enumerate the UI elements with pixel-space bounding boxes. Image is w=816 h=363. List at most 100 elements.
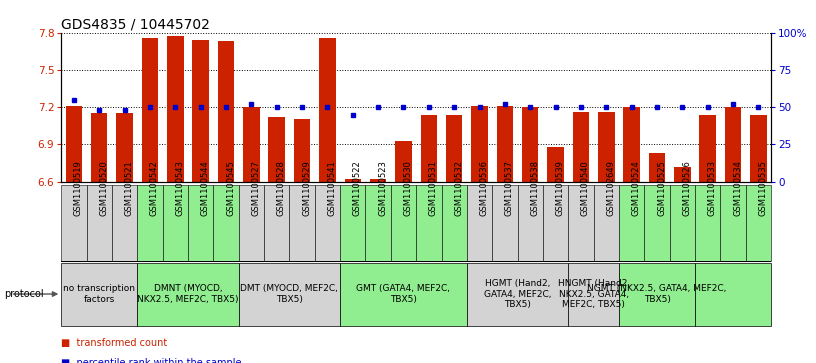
Text: GSM1102649: GSM1102649: [606, 160, 615, 216]
Text: GSM1100536: GSM1100536: [480, 160, 489, 216]
Bar: [649, 153, 665, 182]
Bar: [290, 185, 315, 261]
Bar: [472, 106, 488, 182]
Text: GSM1100523: GSM1100523: [378, 160, 387, 216]
Text: GSM1100545: GSM1100545: [226, 160, 235, 216]
Bar: [467, 263, 568, 326]
Bar: [61, 263, 137, 326]
Bar: [218, 41, 234, 182]
Text: GSM1100540: GSM1100540: [581, 160, 590, 216]
Bar: [340, 185, 366, 261]
Text: GDS4835 / 10445702: GDS4835 / 10445702: [61, 17, 210, 32]
Text: GSM1100541: GSM1100541: [327, 160, 336, 216]
Bar: [721, 185, 746, 261]
Bar: [492, 185, 517, 261]
Bar: [695, 185, 721, 261]
Bar: [315, 185, 340, 261]
Bar: [416, 185, 441, 261]
Bar: [243, 107, 259, 182]
Text: ■  percentile rank within the sample: ■ percentile rank within the sample: [61, 358, 242, 363]
Bar: [619, 263, 695, 326]
Bar: [517, 185, 543, 261]
Bar: [340, 263, 467, 326]
Text: HGMT (Hand2,
GATA4, MEF2C,
TBX5): HGMT (Hand2, GATA4, MEF2C, TBX5): [484, 279, 552, 309]
Bar: [193, 40, 209, 182]
Text: GSM1100524: GSM1100524: [632, 160, 641, 216]
Text: GSM1100543: GSM1100543: [175, 160, 184, 216]
Bar: [522, 107, 539, 182]
Bar: [238, 263, 340, 326]
Text: GMT (GATA4, MEF2C,
TBX5): GMT (GATA4, MEF2C, TBX5): [357, 284, 450, 304]
Text: GSM1100519: GSM1100519: [74, 160, 83, 216]
Bar: [370, 179, 386, 182]
Text: GSM1100529: GSM1100529: [302, 160, 311, 216]
Bar: [670, 185, 695, 261]
Text: GSM1100534: GSM1100534: [733, 160, 742, 216]
Bar: [674, 167, 690, 182]
Text: ■  transformed count: ■ transformed count: [61, 338, 167, 348]
Text: GSM1100521: GSM1100521: [125, 160, 134, 216]
Bar: [695, 263, 771, 326]
Bar: [645, 185, 670, 261]
Bar: [91, 113, 108, 182]
Bar: [86, 185, 112, 261]
Bar: [395, 140, 412, 182]
Text: GSM1100544: GSM1100544: [201, 160, 210, 216]
Bar: [167, 36, 184, 182]
Text: DMT (MYOCD, MEF2C,
TBX5): DMT (MYOCD, MEF2C, TBX5): [241, 284, 339, 304]
Text: protocol: protocol: [4, 289, 44, 299]
Bar: [568, 263, 619, 326]
Bar: [568, 185, 593, 261]
Bar: [750, 115, 767, 182]
Bar: [619, 185, 645, 261]
Text: GSM1100520: GSM1100520: [100, 160, 109, 216]
Bar: [497, 106, 513, 182]
Text: GSM1100526: GSM1100526: [682, 160, 691, 216]
Bar: [268, 117, 285, 182]
Text: GSM1100522: GSM1100522: [353, 160, 361, 216]
Text: GSM1100533: GSM1100533: [707, 160, 716, 216]
Bar: [344, 179, 361, 182]
Bar: [142, 38, 158, 182]
Bar: [319, 38, 335, 182]
Bar: [264, 185, 290, 261]
Bar: [137, 185, 162, 261]
Bar: [188, 185, 213, 261]
Bar: [238, 185, 264, 261]
Bar: [441, 185, 467, 261]
Bar: [725, 107, 741, 182]
Bar: [573, 112, 589, 182]
Text: GSM1100525: GSM1100525: [657, 160, 666, 216]
Bar: [65, 106, 82, 182]
Text: GSM1100527: GSM1100527: [251, 160, 260, 216]
Bar: [420, 115, 437, 182]
Text: GSM1100537: GSM1100537: [505, 160, 514, 216]
Bar: [391, 185, 416, 261]
Text: HNGMT (Hand2,
NKX2.5, GATA4,
MEF2C, TBX5): HNGMT (Hand2, NKX2.5, GATA4, MEF2C, TBX5…: [557, 279, 630, 309]
Text: no transcription
factors: no transcription factors: [63, 284, 135, 304]
Bar: [699, 115, 716, 182]
Text: GSM1100535: GSM1100535: [758, 160, 767, 216]
Bar: [112, 185, 137, 261]
Bar: [446, 115, 463, 182]
Text: GSM1100538: GSM1100538: [530, 160, 539, 216]
Text: GSM1100542: GSM1100542: [150, 160, 159, 216]
Text: GSM1100531: GSM1100531: [429, 160, 438, 216]
Bar: [117, 113, 133, 182]
Text: GSM1100528: GSM1100528: [277, 160, 286, 216]
Bar: [61, 185, 86, 261]
Bar: [366, 185, 391, 261]
Bar: [137, 263, 238, 326]
Bar: [623, 107, 640, 182]
Bar: [548, 147, 564, 182]
Bar: [467, 185, 492, 261]
Bar: [598, 112, 614, 182]
Text: GSM1100539: GSM1100539: [556, 160, 565, 216]
Text: GSM1100530: GSM1100530: [403, 160, 412, 216]
Bar: [213, 185, 238, 261]
Bar: [593, 185, 619, 261]
Bar: [746, 185, 771, 261]
Text: NGMT (NKX2.5, GATA4, MEF2C,
TBX5): NGMT (NKX2.5, GATA4, MEF2C, TBX5): [588, 284, 727, 304]
Bar: [162, 185, 188, 261]
Bar: [294, 119, 310, 182]
